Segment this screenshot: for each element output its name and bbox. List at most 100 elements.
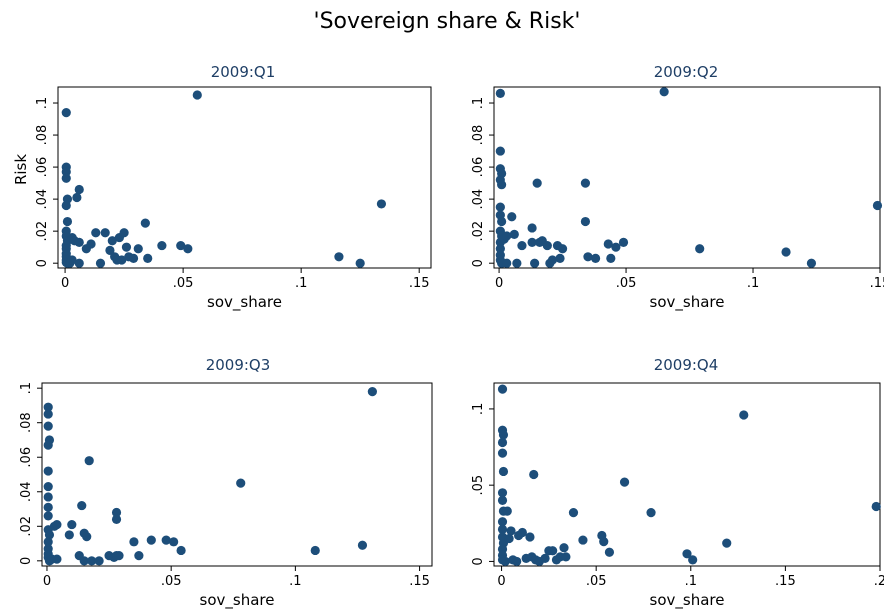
scatter-point — [547, 255, 558, 265]
y-tick-label: .1 — [19, 382, 34, 394]
scatter-point — [64, 530, 74, 540]
x-tick-label: .1 — [295, 276, 307, 291]
scatter-point — [310, 545, 320, 556]
x-axis-label: sov_share — [207, 293, 282, 312]
panel-title: 2009:Q2 — [654, 63, 719, 81]
scatter-point — [84, 456, 94, 466]
scatter-point — [61, 167, 71, 177]
scatter-point — [355, 258, 365, 268]
scatter-point — [497, 488, 508, 498]
panel-title: 2009:Q4 — [654, 356, 719, 374]
scatter-point — [146, 535, 156, 545]
y-tick-label: .04 — [19, 481, 34, 502]
y-tick-label: .02 — [35, 221, 50, 242]
scatter-point — [77, 500, 87, 511]
scatter-point — [121, 242, 132, 252]
panels-group: 2009:Q1 0 .05 .1 .15 sov_share 0 .02 .04 .06 .08 .1… — [12, 63, 884, 610]
scatter-point — [67, 255, 77, 265]
y-tick-label: .08 — [471, 125, 486, 146]
scatter-point — [111, 514, 122, 524]
scatter-point — [236, 478, 246, 488]
scatter-point — [86, 239, 96, 249]
scatter-point — [43, 409, 53, 419]
x-tick-label: .15 — [775, 574, 796, 589]
y-tick-label: .04 — [35, 189, 50, 210]
scatter-point — [504, 533, 514, 544]
y-tick-label: 0 — [19, 557, 34, 565]
scatter-point — [82, 532, 92, 542]
scatter-point — [43, 492, 53, 502]
scatter-point — [659, 87, 669, 97]
scatter-point — [114, 551, 124, 561]
scatter-point — [497, 384, 508, 394]
scatter-point — [43, 421, 53, 431]
scatter-point — [580, 178, 591, 188]
scatter-point — [43, 511, 53, 521]
scatter-point — [129, 537, 139, 547]
scatter-point — [507, 212, 517, 222]
scatter-point — [517, 240, 527, 251]
scatter-point — [74, 184, 84, 195]
scatter-point — [176, 545, 186, 556]
scatter-point — [606, 253, 616, 263]
scatter-point — [94, 556, 104, 566]
scatter-point — [682, 549, 692, 559]
panel-title: 2009:Q1 — [211, 63, 276, 81]
y-tick-label: 0 — [35, 259, 50, 267]
scatter-point — [497, 495, 508, 506]
scatter-point — [497, 437, 508, 448]
scatter-point — [133, 244, 143, 254]
scatter-point — [506, 526, 516, 536]
scatter-point — [618, 237, 629, 247]
y-tick-label: .06 — [471, 157, 486, 178]
scatter-point — [509, 229, 519, 239]
scatter-point — [43, 402, 53, 412]
scatter-point — [512, 556, 522, 567]
scatter-point — [495, 202, 505, 212]
x-tick-label: .2 — [874, 574, 884, 589]
scatter-point — [695, 244, 705, 254]
scatter-point — [43, 481, 53, 492]
scatter-point — [548, 546, 558, 556]
scatter-point — [107, 236, 117, 246]
scatter-point — [376, 199, 387, 209]
scatter-point — [128, 253, 139, 263]
scatter-point — [688, 555, 698, 565]
scatter-point — [143, 253, 153, 263]
scatter-point — [871, 501, 881, 512]
scatter-point — [67, 519, 77, 530]
scatter-point — [497, 448, 508, 458]
y-tick-label: .08 — [19, 412, 34, 433]
scatter-point — [495, 88, 505, 99]
scatter-point — [611, 242, 621, 252]
scatter-point — [119, 228, 129, 238]
scatter-point — [497, 517, 508, 527]
scatter-point — [334, 252, 344, 262]
scatter-point — [117, 255, 127, 265]
scatter-point — [87, 556, 97, 566]
scatter-point — [512, 258, 522, 268]
scatter-point — [498, 466, 509, 477]
x-axis-label: sov_share — [650, 293, 725, 312]
y-tick-label: .1 — [35, 97, 50, 109]
scatter-point — [568, 508, 579, 518]
y-tick-label: .02 — [19, 516, 34, 537]
y-tick-label: .02 — [471, 221, 486, 242]
scatter-point — [872, 200, 883, 211]
scatter-point — [646, 508, 656, 518]
scatter-point — [140, 218, 150, 228]
scatter-point — [52, 519, 62, 530]
scatter-point — [502, 506, 512, 516]
scatter-point — [555, 253, 565, 263]
scatter-point — [590, 253, 601, 263]
scatter-point — [604, 547, 615, 557]
x-tick-label: .05 — [161, 574, 182, 589]
scatter-point — [91, 228, 101, 238]
scatter-point — [61, 108, 71, 118]
scatter-point — [525, 532, 535, 542]
scatter-point — [100, 228, 110, 238]
scatter-point — [61, 173, 71, 183]
scatter-point — [43, 466, 53, 476]
x-tick-label: .05 — [616, 276, 637, 291]
